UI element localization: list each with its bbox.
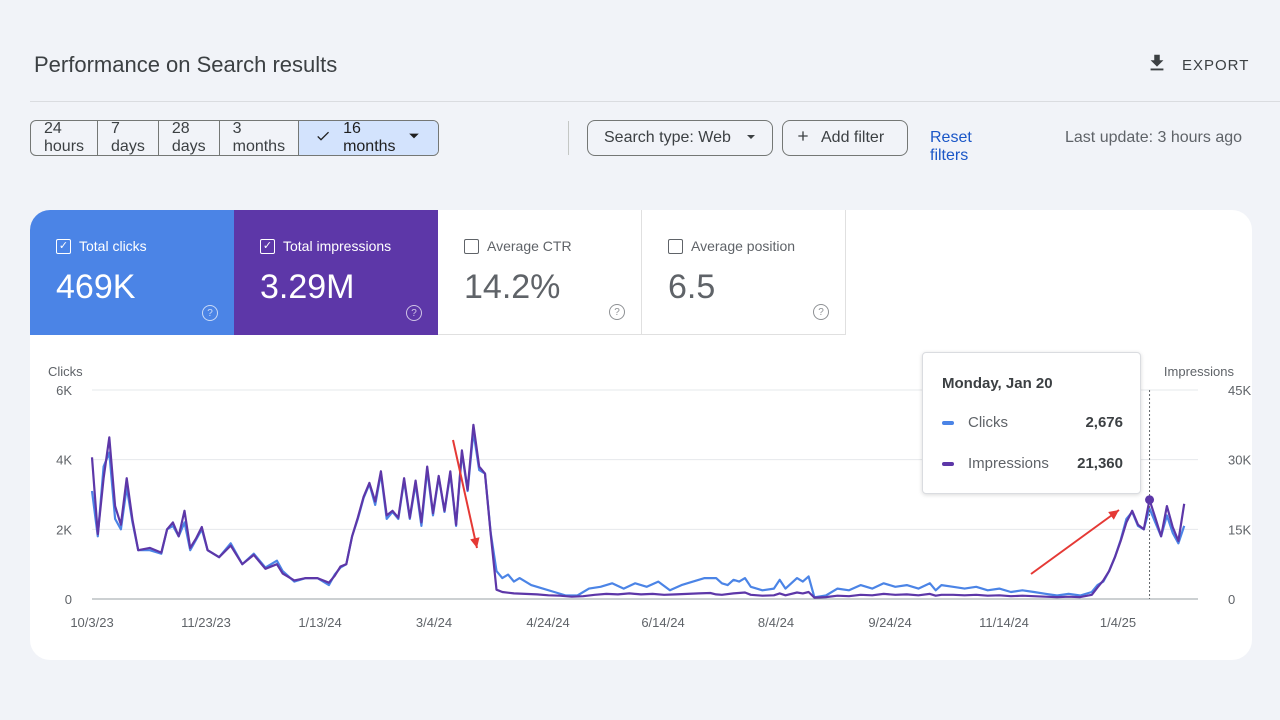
annotation-arrow xyxy=(452,439,478,549)
y-right-tick-label: 0 xyxy=(1228,592,1235,607)
tooltip-label: Impressions xyxy=(968,455,1049,472)
y-left-tick-label: 2K xyxy=(56,522,72,537)
x-tick-label: 1/4/25 xyxy=(1100,615,1136,630)
y-right-axis-title: Impressions xyxy=(1164,364,1235,379)
metric-value: 469K xyxy=(56,268,136,306)
x-tick-label: 8/4/24 xyxy=(758,615,794,630)
range-28-days[interactable]: 28 days xyxy=(159,121,220,155)
metric-value: 3.29M xyxy=(260,268,355,306)
help-icon[interactable]: ? xyxy=(609,304,625,320)
caret-down-icon xyxy=(408,129,420,147)
range-3-months[interactable]: 3 months xyxy=(220,121,300,155)
annotations xyxy=(452,390,1155,599)
caret-down-icon xyxy=(746,129,756,147)
metric-value: 6.5 xyxy=(668,268,716,306)
series-lines xyxy=(90,423,1186,599)
y-right-tick-label: 45K xyxy=(1228,383,1251,398)
tooltip-label: Clicks xyxy=(968,414,1008,431)
export-label: EXPORT xyxy=(1182,56,1250,74)
tooltip-date: Monday, Jan 20 xyxy=(942,375,1053,392)
metric-value: 14.2% xyxy=(464,268,561,306)
metric-label: Average CTR xyxy=(487,238,572,254)
download-icon xyxy=(1146,52,1168,78)
header: Performance on Search results EXPORT xyxy=(0,0,1280,102)
tooltip-value: 2,676 xyxy=(1085,414,1123,431)
y-left-tick-label: 4K xyxy=(56,453,72,468)
help-icon[interactable]: ? xyxy=(406,305,422,321)
y-left-tick-label: 6K xyxy=(56,383,72,398)
checkbox-unchecked-icon[interactable] xyxy=(464,238,479,254)
header-divider xyxy=(30,101,1280,102)
legend-swatch xyxy=(942,461,954,466)
search-type-dropdown[interactable]: Search type: Web xyxy=(587,120,773,156)
add-filter-label: Add filter xyxy=(821,129,885,146)
checkbox-unchecked-icon[interactable] xyxy=(668,238,683,254)
check-icon xyxy=(315,128,331,149)
toolbar-separator xyxy=(568,121,569,155)
x-tick-label: 3/4/24 xyxy=(416,615,452,630)
metric-average-position[interactable]: Average position 6.5 ? xyxy=(642,210,846,335)
annotation-arrowhead xyxy=(470,537,480,548)
y-left-axis-title: Clicks xyxy=(48,364,83,379)
metric-total-impressions[interactable]: ✓ Total impressions 3.29M ? xyxy=(234,210,438,335)
y-axis-ticks: 0 0 2K 15K 4K 30K 6K 45K xyxy=(56,383,1251,607)
annotation-arrow xyxy=(1030,509,1120,575)
y-left-tick-label: 0 xyxy=(65,592,72,607)
checkbox-checked-icon[interactable]: ✓ xyxy=(260,238,275,254)
hover-point xyxy=(1145,495,1155,505)
range-16-months-label: 16 months xyxy=(343,120,396,155)
x-tick-label: 4/24/24 xyxy=(526,615,569,630)
series-line-impressions xyxy=(90,423,1186,599)
x-tick-label: 11/14/24 xyxy=(979,615,1029,630)
plus-icon xyxy=(795,128,811,149)
x-tick-label: 1/13/24 xyxy=(298,615,341,630)
help-icon[interactable]: ? xyxy=(813,304,829,320)
tooltip-value: 21,360 xyxy=(1077,455,1123,472)
annotation-arrowhead xyxy=(1108,510,1119,520)
export-button[interactable]: EXPORT xyxy=(1146,52,1249,78)
date-range-selector: 24 hours 7 days 28 days 3 months 16 mont… xyxy=(30,120,439,156)
legend-swatch xyxy=(942,420,954,425)
metric-label: Total impressions xyxy=(283,238,392,254)
metric-total-clicks[interactable]: ✓ Total clicks 469K ? xyxy=(30,210,234,335)
search-type-label: Search type: Web xyxy=(604,129,731,146)
performance-card: ✓ Total clicks 469K ? ✓ Total impression… xyxy=(30,210,1252,660)
range-16-months[interactable]: 16 months xyxy=(299,120,438,155)
y-right-tick-label: 15K xyxy=(1228,522,1251,537)
metric-label: Average position xyxy=(691,238,796,254)
range-7-days[interactable]: 7 days xyxy=(98,121,159,155)
chart-tooltip: Monday, Jan 20 Clicks 2,676 Impressions … xyxy=(922,352,1141,494)
metric-label: Total clicks xyxy=(79,238,147,254)
range-24-hours[interactable]: 24 hours xyxy=(31,121,99,155)
tooltip-row-clicks: Clicks 2,676 xyxy=(942,414,1123,431)
metric-average-ctr[interactable]: Average CTR 14.2% ? xyxy=(438,210,642,335)
x-tick-label: 9/24/24 xyxy=(868,615,911,630)
add-filter-button[interactable]: Add filter xyxy=(782,120,908,156)
x-axis-ticks: 10/3/23 11/23/23 1/13/24 3/4/24 4/24/24 6/14/… xyxy=(70,615,1136,630)
y-right-tick-label: 30K xyxy=(1228,453,1251,468)
x-tick-label: 6/14/24 xyxy=(641,615,684,630)
checkbox-checked-icon[interactable]: ✓ xyxy=(56,238,71,254)
help-icon[interactable]: ? xyxy=(202,305,218,321)
last-update-text: Last update: 3 hours ago xyxy=(1065,129,1243,146)
tooltip-row-impressions: Impressions 21,360 xyxy=(942,455,1123,472)
page-title: Performance on Search results xyxy=(34,52,338,77)
x-tick-label: 11/23/23 xyxy=(181,615,231,630)
reset-filters-link[interactable]: Reset filters xyxy=(930,129,972,164)
x-tick-label: 10/3/23 xyxy=(70,615,113,630)
